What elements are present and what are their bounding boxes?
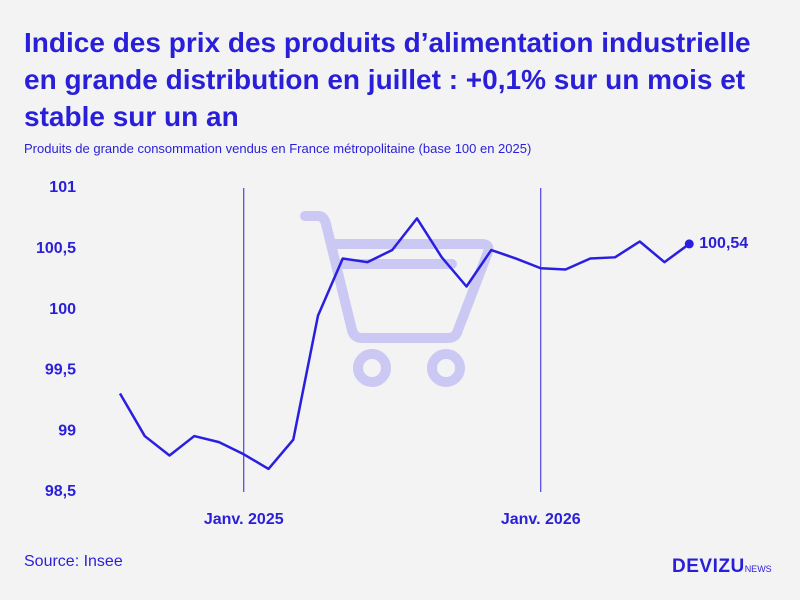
source: Source: Insee bbox=[24, 553, 123, 570]
y-tick-label: 99 bbox=[58, 422, 76, 439]
x-tick-label: Janv. 2025 bbox=[204, 511, 284, 528]
chart-subtitle: Produits de grande consommation vendus e… bbox=[24, 141, 532, 156]
logo-text: DEVIZU bbox=[672, 556, 745, 577]
cart-icon bbox=[300, 211, 494, 387]
end-point bbox=[684, 239, 694, 249]
value-label: 100,54 bbox=[699, 235, 748, 252]
series-line bbox=[118, 217, 690, 471]
y-tick-label: 100 bbox=[49, 301, 76, 318]
y-tick-label: 99,5 bbox=[45, 362, 76, 379]
chart-title: Indice des prix des produits d’alimentat… bbox=[24, 27, 751, 132]
y-tick-label: 101 bbox=[49, 179, 76, 196]
logo-suffix: NEWS bbox=[744, 564, 772, 574]
logo: DEVIZUNEWS bbox=[672, 556, 772, 578]
x-tick-label: Janv. 2026 bbox=[501, 511, 581, 528]
y-tick-label: 98,5 bbox=[45, 483, 76, 500]
y-tick-label: 100,5 bbox=[36, 240, 76, 257]
